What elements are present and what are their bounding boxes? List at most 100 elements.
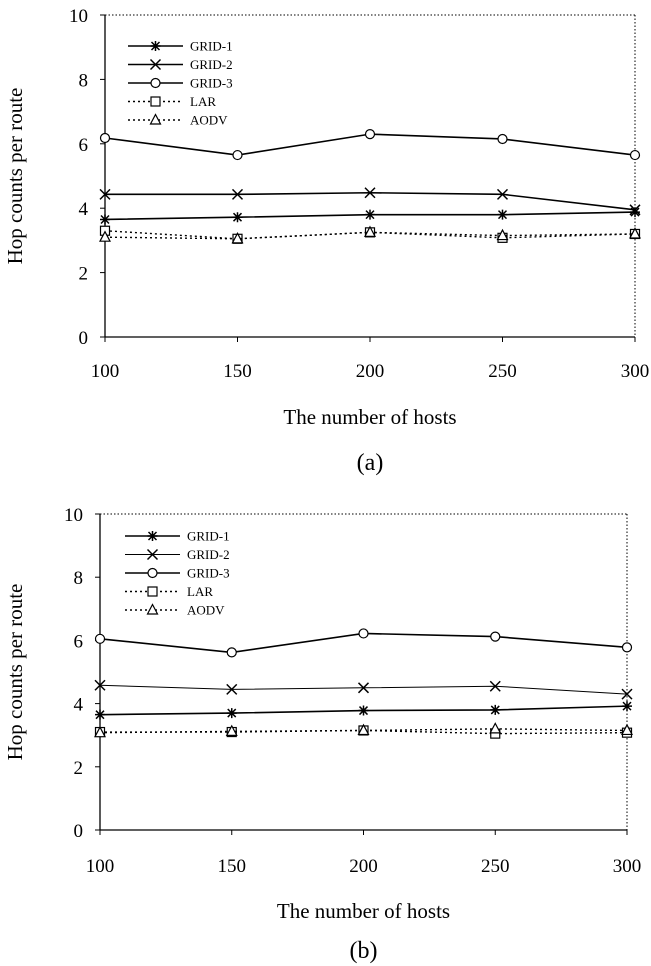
data-point-grid-1 — [232, 212, 243, 223]
series-aodv — [99, 225, 641, 244]
y-tick-label: 10 — [64, 505, 83, 526]
series-grid-2 — [94, 679, 633, 700]
y-tick-label: 2 — [74, 758, 84, 779]
y-tick-label: 0 — [74, 821, 84, 842]
chart-panel-a: 0 2 4 6 8 10 100 150 200 250 300 The number of host… — [3, 6, 649, 476]
legend-label: LAR — [187, 584, 213, 599]
data-point-grid-2 — [99, 188, 111, 200]
legend-label: GRID-2 — [190, 57, 233, 72]
legend-marker — [147, 567, 158, 579]
series-aodv — [94, 722, 633, 738]
legend-label: AODV — [190, 113, 228, 128]
series-line-grid-2 — [99, 684, 628, 695]
figure-caption: (b) — [350, 938, 378, 964]
y-tick-label: 8 — [79, 70, 89, 91]
legend-label: GRID-1 — [190, 39, 233, 54]
legend-marker — [147, 531, 158, 541]
legend-label: GRID-3 — [190, 76, 233, 91]
legend-item-grid-1: GRID-1 — [128, 39, 233, 54]
data-point-aodv — [489, 722, 502, 734]
data-point-grid-1 — [365, 209, 375, 220]
x-tick-label: 300 — [621, 361, 650, 382]
data-point-grid-2 — [226, 683, 238, 695]
x-tick-label: 200 — [349, 856, 378, 877]
legend-marker — [146, 548, 159, 561]
series-grid-1 — [100, 207, 640, 225]
legend-marker — [146, 603, 159, 615]
legend-item-aodv: AODV — [125, 603, 225, 618]
data-point-grid-2 — [629, 204, 641, 216]
y-tick-label: 10 — [69, 6, 88, 27]
x-axis-title: The number of hosts — [283, 405, 456, 429]
data-point-grid-3 — [621, 642, 633, 653]
legend-marker — [150, 96, 161, 107]
data-point-grid-2 — [357, 682, 370, 694]
legend-marker — [150, 77, 161, 89]
data-point-aodv — [364, 225, 376, 237]
x-tick-label: 250 — [481, 856, 510, 877]
data-point-grid-3 — [226, 647, 237, 658]
legend-label: GRID-2 — [187, 547, 230, 562]
data-point-grid-2 — [496, 188, 509, 200]
legend-item-grid-2: GRID-2 — [125, 547, 230, 562]
y-tick-label: 2 — [79, 264, 89, 285]
data-point-grid-3 — [99, 132, 111, 144]
series-grid-1 — [95, 701, 632, 720]
y-tick-label: 0 — [79, 328, 89, 349]
y-tick-label: 6 — [79, 135, 89, 156]
legend-label: GRID-3 — [187, 566, 230, 581]
data-point-grid-1 — [226, 708, 237, 719]
legend-item-aodv: AODV — [128, 113, 228, 128]
data-point-grid-1 — [95, 709, 105, 720]
data-point-aodv — [496, 228, 509, 241]
data-point-aodv — [629, 227, 641, 239]
data-point-aodv — [357, 723, 370, 736]
legend-item-lar: LAR — [125, 584, 213, 599]
data-point-grid-1 — [358, 705, 369, 716]
x-tick-label: 300 — [613, 856, 642, 877]
data-point-aodv — [99, 230, 111, 242]
y-tick-label: 4 — [74, 695, 84, 716]
data-point-grid-2 — [489, 680, 501, 692]
data-point-aodv — [225, 724, 238, 737]
x-tick-label: 100 — [86, 856, 115, 877]
series-grid-3 — [94, 628, 633, 658]
data-point-grid-3 — [497, 133, 508, 145]
legend-label: LAR — [190, 94, 216, 109]
y-axis-title: Hop counts per route — [3, 88, 27, 265]
legend-marker — [150, 41, 161, 51]
data-point-grid-3 — [94, 633, 106, 644]
data-point-grid-2 — [364, 187, 376, 199]
y-tick-label: 6 — [74, 631, 84, 652]
legend-item-grid-3: GRID-3 — [128, 76, 233, 91]
data-point-grid-1 — [100, 214, 110, 225]
series-line-grid-2 — [105, 191, 636, 211]
legend-marker — [149, 58, 162, 71]
figure-caption: (a) — [357, 450, 384, 476]
data-point-grid-3 — [364, 129, 376, 140]
x-tick-label: 200 — [356, 361, 385, 382]
y-tick-label: 4 — [79, 199, 89, 220]
data-point-grid-2 — [231, 188, 244, 200]
legend-item-grid-3: GRID-3 — [125, 566, 230, 581]
data-point-grid-1 — [630, 207, 640, 218]
legend-marker — [147, 586, 158, 597]
legend-marker — [149, 113, 162, 125]
data-point-grid-3 — [358, 628, 369, 639]
legend-label: GRID-1 — [187, 529, 230, 544]
data-point-aodv — [621, 723, 633, 736]
series-grid-2 — [99, 187, 641, 216]
x-tick-label: 250 — [488, 361, 517, 382]
series-grid-3 — [99, 129, 641, 161]
data-point-grid-3 — [629, 149, 641, 161]
x-axis-title: The number of hosts — [277, 899, 450, 923]
legend-item-lar: LAR — [128, 94, 216, 109]
legend-label: AODV — [187, 603, 225, 618]
legend-item-grid-2: GRID-2 — [128, 57, 233, 72]
legend-item-grid-1: GRID-1 — [125, 529, 230, 544]
chart-panel-b: 0 2 4 6 8 10 100 150 200 250 300 The number of host… — [3, 505, 641, 964]
data-point-grid-1 — [490, 704, 501, 715]
data-point-grid-1 — [622, 701, 632, 712]
x-tick-label: 100 — [91, 361, 120, 382]
